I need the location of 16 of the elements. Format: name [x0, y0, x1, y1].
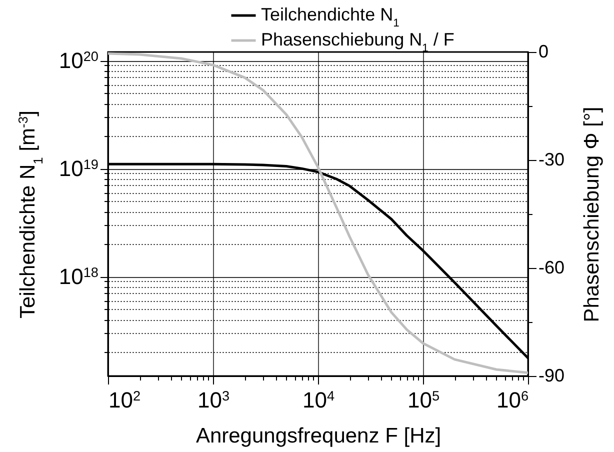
y2-tick-label: 0 — [538, 42, 549, 62]
y-tick-label: 10$^{19}$ — [58, 156, 98, 182]
y2-tick-label: -60 — [538, 258, 565, 278]
y-tick-label: 10$^{18}$ — [58, 264, 98, 290]
x-tick-label: 10$^{6}$ — [496, 388, 528, 412]
x-tick-label: 10$^{5}$ — [407, 388, 440, 412]
x-tick-label: 10$^{2}$ — [108, 388, 141, 412]
y2-axis-title: Phasenschiebung Φ [°] — [580, 106, 604, 322]
y-tick-label: 10$^{20}$ — [58, 48, 99, 74]
x-axis-title: Anregungsfrequenz F [Hz] — [196, 424, 442, 448]
y2-tick-label: -90 — [538, 366, 565, 386]
x-tick-label: 10$^{4}$ — [302, 388, 335, 412]
legend-label: Phasenschiebung N$_{1}$ / F — [261, 30, 454, 54]
legend-label: Teilchendichte N$_{1}$ — [261, 4, 400, 30]
x-tick-label: 10$^{3}$ — [197, 388, 230, 412]
y2-tick-label: -30 — [538, 150, 565, 170]
